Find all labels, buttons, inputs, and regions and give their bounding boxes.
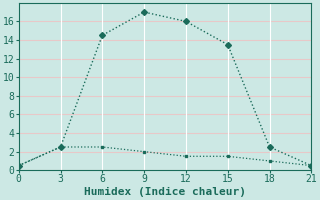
- X-axis label: Humidex (Indice chaleur): Humidex (Indice chaleur): [84, 187, 246, 197]
